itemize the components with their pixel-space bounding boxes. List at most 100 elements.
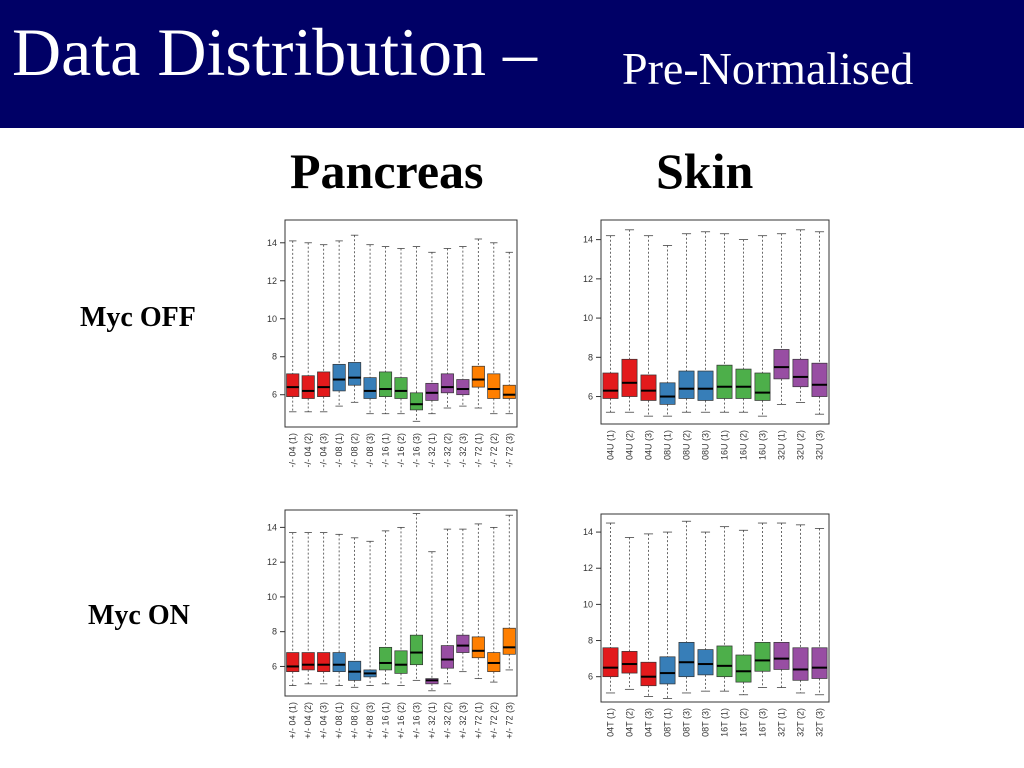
- plot-frame: [284, 509, 518, 697]
- y-tick-label: 12: [583, 274, 593, 284]
- x-tick-label: -/- 08 (2): [350, 433, 360, 468]
- x-tick-label: 04T (1): [606, 708, 616, 737]
- y-tick-label: 14: [267, 522, 277, 532]
- box: [378, 646, 393, 671]
- column-label-skin: Skin: [656, 143, 754, 199]
- x-tick-label: 16T (1): [720, 708, 730, 737]
- box: [394, 377, 408, 399]
- plot-frame: [284, 219, 518, 428]
- box: [659, 382, 676, 405]
- x-tick-label: +/- 16 (1): [381, 702, 391, 739]
- x-tick-label: 32T (3): [815, 708, 825, 737]
- x-tick-label: +/- 08 (1): [334, 702, 344, 739]
- page-title: Data Distribution –: [12, 14, 538, 90]
- box: [471, 365, 485, 388]
- box: [716, 364, 733, 399]
- y-tick-label: 8: [272, 627, 277, 637]
- y-tick-label: 6: [272, 390, 277, 400]
- x-tick-label: +/- 04 (2): [303, 702, 313, 739]
- x-tick-label: 04T (2): [625, 708, 635, 737]
- box: [811, 647, 828, 679]
- x-tick-label: +/- 32 (1): [427, 702, 437, 739]
- page-subtitle: Pre-Normalised: [622, 43, 914, 94]
- box: [678, 370, 695, 399]
- y-tick-label: 8: [272, 352, 277, 362]
- x-tick-label: 16T (2): [739, 708, 749, 737]
- y-tick-label: 10: [583, 313, 593, 323]
- plot-frame: [600, 513, 830, 703]
- x-tick-label: 04U (3): [644, 430, 654, 460]
- y-tick-label: 6: [588, 392, 593, 402]
- box: [286, 373, 300, 397]
- box: [317, 371, 331, 397]
- x-tick-label: -/- 32 (2): [442, 433, 452, 468]
- y-tick-label: 14: [583, 235, 593, 245]
- x-tick-label: 16T (3): [758, 708, 768, 737]
- plot-frame: [600, 219, 830, 425]
- box: [621, 358, 638, 397]
- y-tick-label: 12: [267, 557, 277, 567]
- x-tick-label: +/- 32 (3): [458, 702, 468, 739]
- x-tick-label: 32U (2): [796, 430, 806, 460]
- boxplot-pancreas-myc-off: 6 8 10 12 14 -/- 04 (1) -/- 04 (2) -/- 04 (3) -/…: [267, 219, 518, 468]
- box: [640, 374, 657, 401]
- box: [754, 372, 771, 401]
- box: [456, 379, 470, 396]
- x-tick-label: 16U (3): [758, 430, 768, 460]
- x-tick-label: -/- 08 (1): [334, 433, 344, 468]
- box: [659, 656, 676, 685]
- box: [394, 650, 408, 674]
- y-tick-label: 12: [583, 563, 593, 573]
- x-tick-label: 32T (2): [796, 708, 806, 737]
- x-tick-label: 32U (3): [815, 430, 825, 460]
- box: [735, 654, 752, 683]
- box: [792, 358, 809, 388]
- box: [348, 362, 362, 386]
- box: [332, 652, 346, 673]
- box: [754, 641, 771, 672]
- x-tick-label: +/- 16 (2): [396, 702, 406, 739]
- x-tick-label: 04U (2): [625, 430, 635, 460]
- box: [792, 647, 809, 681]
- x-tick-label: 08U (1): [663, 430, 673, 460]
- box: [301, 375, 315, 399]
- x-tick-label: +/- 08 (3): [365, 702, 375, 739]
- box: [773, 349, 790, 380]
- box: [735, 368, 752, 399]
- y-tick-label: 10: [267, 592, 277, 602]
- column-label-pancreas: Pancreas: [290, 143, 484, 199]
- x-tick-label: -/- 16 (1): [381, 433, 391, 468]
- box: [487, 373, 501, 399]
- y-tick-label: 10: [267, 314, 277, 324]
- x-tick-label: -/- 72 (3): [504, 433, 514, 468]
- y-tick-label: 10: [583, 599, 593, 609]
- row-label-myc-on: Myc ON: [88, 600, 190, 631]
- box: [716, 645, 733, 678]
- x-tick-label: -/- 32 (3): [458, 433, 468, 468]
- x-tick-label: -/- 08 (3): [365, 433, 375, 468]
- x-tick-label: +/- 08 (2): [350, 702, 360, 739]
- x-tick-label: +/- 32 (2): [442, 702, 452, 739]
- box: [471, 636, 485, 659]
- box: [409, 634, 424, 666]
- y-tick-label: 8: [588, 352, 593, 362]
- box: [502, 384, 516, 399]
- x-tick-label: -/- 72 (1): [473, 433, 483, 468]
- x-tick-label: -/- 16 (2): [396, 433, 406, 468]
- y-tick-label: 12: [267, 276, 277, 286]
- x-tick-label: +/- 72 (1): [473, 702, 483, 739]
- x-tick-label: -/- 04 (2): [303, 433, 313, 468]
- box: [640, 661, 657, 687]
- x-tick-label: +/- 16 (3): [411, 702, 421, 739]
- y-tick-label: 8: [588, 636, 593, 646]
- box: [286, 652, 300, 673]
- x-tick-label: 08T (3): [701, 708, 711, 737]
- box: [621, 651, 638, 674]
- box: [697, 649, 714, 676]
- box: [678, 641, 695, 678]
- x-tick-label: -/- 16 (3): [411, 433, 421, 468]
- x-tick-label: 16U (2): [739, 430, 749, 460]
- box: [378, 371, 393, 397]
- y-tick-label: 14: [267, 238, 277, 248]
- x-tick-label: -/- 72 (2): [489, 433, 499, 468]
